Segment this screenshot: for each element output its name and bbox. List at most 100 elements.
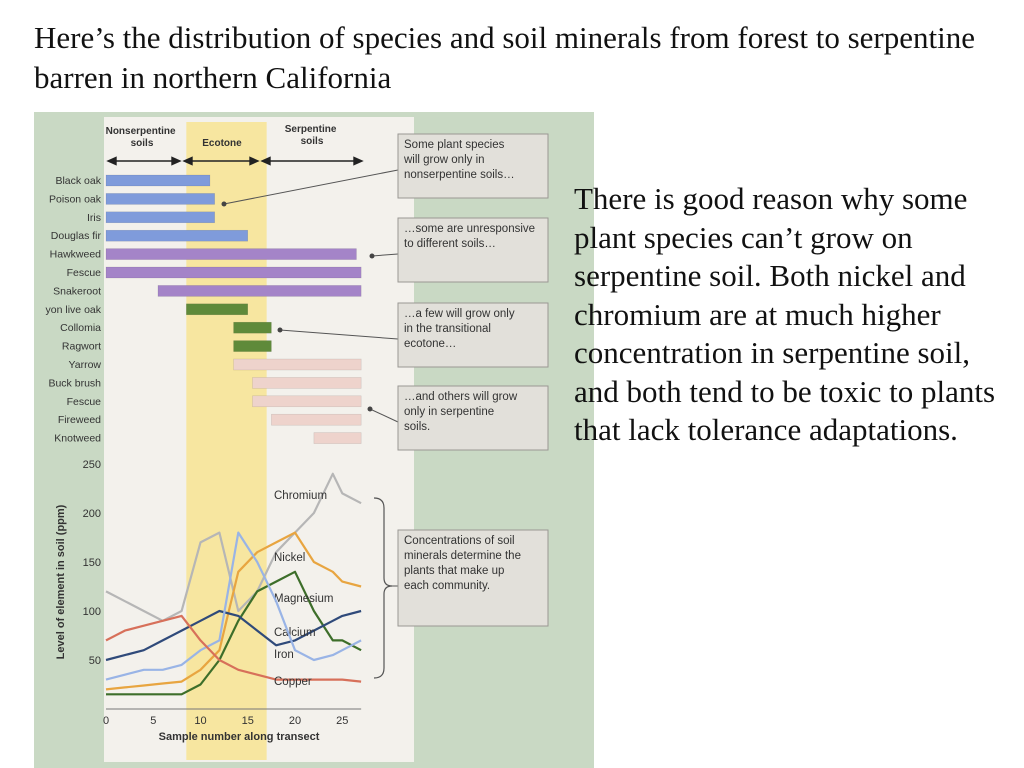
zone-nonserpentine-line2: soils (131, 138, 154, 149)
callout-dot (369, 253, 375, 259)
species-label: Fescue (67, 267, 102, 279)
zone-nonserpentine-line1: Nonserpentine (106, 126, 176, 137)
slide-title: Here’s the distribution of species and s… (34, 20, 975, 95)
species-range-bar (105, 248, 357, 260)
callout-connector (223, 169, 399, 205)
species-label: yon live oak (46, 304, 102, 316)
callout-text: …some are unresponsive to different soils… (404, 223, 535, 250)
species-range-bar (105, 193, 215, 205)
x-tick-label: 10 (194, 715, 206, 727)
species-label: Fescue (67, 396, 102, 408)
callout-text-line: will grow only in (403, 154, 485, 166)
callout-text-line: each community. (404, 580, 490, 592)
callout-text-line: soils. (404, 421, 430, 433)
callout-connectors (221, 169, 399, 679)
callout-connector (279, 329, 399, 340)
species-range-bar (105, 229, 248, 242)
x-tick-label: 0 (103, 715, 109, 727)
x-tick-label: 20 (289, 715, 301, 727)
callout-box (397, 529, 549, 627)
x-tick-label: 5 (150, 715, 156, 727)
callout-text-line: …a few will grow only (404, 308, 515, 320)
species-label: Fireweed (58, 414, 101, 426)
callout-text-line: nonserpentine soils… (404, 169, 515, 181)
zone-label-ecotone: Ecotone (202, 138, 242, 149)
callout-text: Some plant species will grow only in nonse… (403, 139, 515, 181)
series-line-nickel (105, 531, 362, 691)
species-range-bar (105, 174, 211, 187)
callout-dot (221, 201, 227, 207)
series-label-chromium: Chromium (274, 490, 327, 502)
callout-text-line: plants that make up (404, 565, 504, 577)
arrow-head (106, 156, 117, 166)
callout-box (397, 217, 549, 283)
zone-serpentine-line1: Serpentine (285, 124, 337, 135)
mineral-line-chart: 50 100 150 200 250 0 5 10 15 20 25 Chromium Nickel Ma… (83, 459, 362, 727)
callout-box (397, 133, 549, 199)
callout-text: …and others will grow only in serpentine s… (404, 391, 518, 433)
y-tick-label: 200 (83, 508, 101, 520)
species-label: Black oak (55, 175, 101, 187)
series-label-copper: Copper (274, 676, 312, 688)
callout-box (397, 302, 549, 368)
species-label: Yarrow (69, 359, 102, 371)
series-line-copper (105, 614, 362, 683)
species-label: Hawkweed (50, 249, 102, 261)
species-range-bar (105, 211, 215, 224)
species-label: Iris (87, 212, 101, 224)
series-line-chromium (105, 472, 362, 622)
species-ranges: Black oak Poison oak Iris Douglas fir Hawkwe… (46, 174, 362, 445)
x-tick-label: 25 (336, 715, 348, 727)
explanation-text: There is good reason why some plant spec… (574, 181, 996, 447)
callout-text: Concentrations of soil minerals determine… (404, 535, 521, 592)
y-tick-label: 150 (83, 557, 101, 569)
arrow-head (182, 156, 193, 166)
callout-text-line: in the transitional (404, 323, 491, 335)
series-label-iron: Iron (274, 649, 294, 661)
transect-figure: Nonserpentine soils Ecotone Serpentine s… (34, 112, 594, 768)
series-line-calcium (105, 609, 362, 662)
species-range-bar (105, 266, 362, 279)
callout-text-line: Some plant species (404, 139, 505, 151)
species-label: Knotweed (54, 433, 101, 445)
arrow-head (249, 156, 260, 166)
y-tick-label: 250 (83, 459, 101, 471)
callout-connector (371, 253, 399, 257)
zone-label-serpentine: Serpentine soils (285, 124, 339, 147)
species-range-bar (233, 321, 272, 334)
x-axis-label: Sample number along transect (159, 731, 320, 743)
arrow-head (171, 156, 182, 166)
species-range-bar (271, 413, 362, 426)
species-range-bar (157, 285, 362, 297)
species-range-bar (186, 303, 248, 316)
callout-text-line: only in serpentine (404, 406, 494, 418)
series-line-magnesium (106, 570, 362, 696)
callout-text-line: minerals determine the (404, 550, 521, 562)
callout-connector (369, 408, 399, 423)
callout-group: Some plant species will grow only in nonse… (397, 133, 549, 627)
series-line-iron (105, 531, 362, 681)
callout-dot (367, 406, 373, 412)
y-axis-label: Level of element in soil (ppm) (55, 504, 67, 659)
species-label: Snakeroot (53, 285, 101, 297)
species-label: Buck brush (48, 377, 101, 389)
species-label: Ragwort (62, 341, 101, 353)
callout-text-line: …and others will grow (404, 391, 518, 403)
zone-arrows (106, 156, 364, 166)
ecotone-band (186, 122, 267, 760)
arrow-head (260, 156, 271, 166)
callout-text-line: ecotone… (404, 338, 456, 350)
species-label: Douglas fir (51, 230, 102, 242)
figure-canvas: Nonserpentine soils Ecotone Serpentine s… (34, 112, 594, 768)
y-tick-label: 100 (83, 606, 101, 618)
series-label-calcium: Calcium (274, 627, 316, 639)
y-tick-label: 50 (89, 655, 101, 667)
arrow-head (353, 156, 364, 166)
callout-text-line: Concentrations of soil (404, 535, 515, 547)
series-label-magnesium: Magnesium (274, 593, 333, 605)
series-label-nickel: Nickel (274, 552, 305, 564)
species-range-bar (233, 340, 272, 352)
zone-serpentine-line2: soils (301, 136, 324, 147)
callout-text-line: …some are unresponsive (404, 223, 535, 235)
callout-box (397, 385, 549, 451)
